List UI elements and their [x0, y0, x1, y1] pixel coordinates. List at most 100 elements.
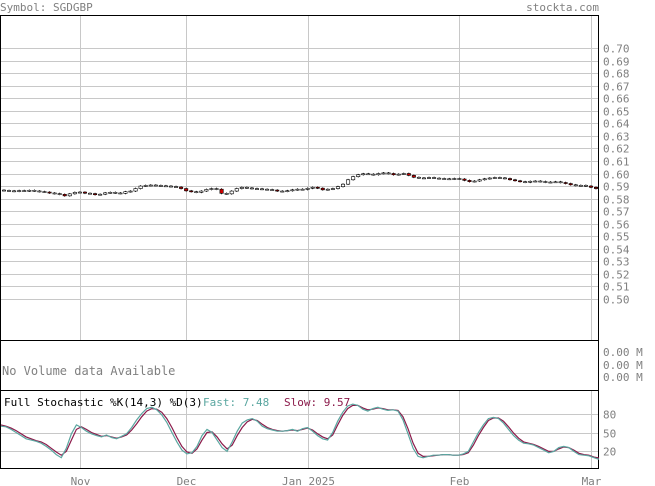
candle: [366, 172, 371, 176]
volume-tick-1: 0.00 M: [603, 346, 643, 359]
candle: [462, 178, 467, 182]
candle: [523, 180, 528, 184]
price-tick-label: 0.54: [603, 244, 630, 257]
price-tick-label: 0.50: [603, 294, 630, 307]
slow-line: [0, 404, 600, 459]
candle: [254, 187, 259, 190]
x-tick-label: Dec: [177, 475, 197, 486]
slow-label: Slow: 9.57: [284, 396, 350, 409]
symbol-label: Symbol: SGDGBP: [0, 1, 93, 14]
candle: [88, 192, 93, 195]
price-tick-label: 0.70: [603, 43, 630, 56]
candle: [568, 182, 573, 186]
candle: [62, 193, 67, 197]
price-tick-label: 0.68: [603, 68, 630, 81]
candle: [518, 179, 523, 183]
price-tick-label: 0.56: [603, 219, 630, 232]
candle: [497, 176, 502, 179]
candle: [179, 186, 184, 190]
stochastic-tick-label: 20: [603, 446, 616, 459]
candle: [42, 190, 47, 193]
price-tick-label: 0.52: [603, 269, 630, 282]
candle: [300, 188, 305, 191]
candle: [341, 183, 346, 188]
candle: [492, 176, 497, 179]
candle: [396, 173, 401, 176]
candle: [371, 173, 376, 176]
candle: [168, 185, 173, 188]
candle: [32, 189, 37, 192]
candle: [17, 189, 22, 193]
candle: [533, 180, 538, 183]
x-tick-label: Feb: [450, 475, 470, 486]
x-tick-label: Mar: [582, 475, 602, 486]
price-tick-label: 0.61: [603, 156, 630, 169]
candle: [57, 192, 62, 196]
candle: [325, 188, 330, 191]
candle: [27, 189, 32, 192]
candle: [442, 177, 447, 180]
candle: [427, 176, 432, 180]
stochastic-tick-label: 80: [603, 409, 616, 422]
candle: [351, 175, 356, 181]
candle: [82, 191, 87, 195]
candle: [52, 192, 57, 195]
price-tick-label: 0.58: [603, 194, 630, 207]
price-tick-label: 0.59: [603, 181, 630, 194]
candle: [143, 184, 148, 187]
stochastic-title: Full Stochastic %K(14,3) %D(3): [4, 396, 203, 409]
candle: [386, 171, 391, 175]
candle: [148, 184, 153, 187]
candle: [346, 178, 351, 186]
candle: [22, 189, 27, 192]
candle: [138, 185, 143, 190]
candle: [67, 192, 72, 197]
candle: [275, 189, 280, 192]
candle: [290, 188, 295, 192]
price-tick-label: 0.66: [603, 93, 630, 106]
site-label: stockta.com: [526, 1, 599, 14]
price-tick-label: 0.51: [603, 281, 630, 294]
candle: [548, 181, 553, 184]
price-tick-label: 0.65: [603, 106, 630, 119]
candle: [249, 187, 254, 190]
candle: [153, 184, 158, 187]
candle: [593, 186, 598, 190]
candle: [502, 177, 507, 180]
candle: [133, 187, 138, 192]
candle: [204, 188, 209, 192]
price-tick-label: 0.55: [603, 231, 630, 244]
candle: [528, 180, 533, 184]
candle: [123, 190, 128, 195]
candle: [234, 187, 239, 192]
x-tick-label: Jan 2025: [282, 475, 335, 486]
candle: [356, 173, 361, 178]
price-tick-label: 0.67: [603, 81, 630, 94]
candle: [285, 189, 290, 193]
candle: [457, 177, 462, 180]
candle: [244, 186, 249, 189]
candle: [543, 180, 548, 184]
candle: [588, 185, 593, 189]
candle: [108, 191, 113, 194]
x-axis: Nov Dec Jan 2025 Feb Mar: [71, 475, 602, 486]
candle: [472, 180, 477, 183]
candle: [573, 183, 578, 187]
candle: [93, 192, 98, 196]
candle: [467, 179, 472, 183]
price-panel: [0, 15, 599, 341]
candle: [330, 187, 335, 191]
candle: [320, 187, 325, 191]
candle: [163, 184, 168, 188]
candle: [103, 191, 108, 196]
price-y-axis: 0.700.690.680.670.660.650.640.630.620.61…: [603, 43, 630, 307]
candle: [280, 190, 285, 193]
candle: [310, 186, 315, 190]
volume-tick-2: 0.00 M: [603, 359, 643, 372]
candle: [406, 172, 411, 177]
volume-tick-3: 0.00 M: [603, 371, 643, 384]
candle: [381, 171, 386, 175]
candle: [477, 178, 482, 182]
candle: [447, 177, 452, 181]
